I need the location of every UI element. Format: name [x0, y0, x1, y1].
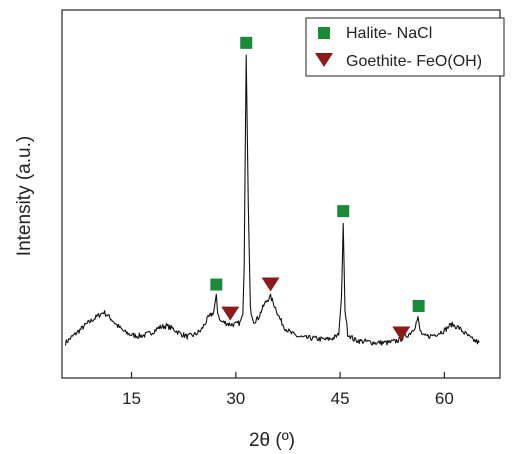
x-tick-label: 15 — [122, 389, 141, 408]
x-axis-title: 2θ (º) — [249, 430, 295, 451]
halite-marker — [412, 299, 425, 312]
y-axis-title: Intensity (a.u.) — [14, 136, 35, 256]
series-line — [64, 54, 480, 346]
x-tick-label: 60 — [435, 389, 454, 408]
halite-marker — [240, 36, 253, 49]
legend-label-halite: Halite- NaCl — [346, 25, 432, 42]
plot-frame — [61, 9, 501, 379]
legend-goethite-triangle-icon — [315, 53, 333, 67]
x-axis-ticks — [130, 372, 445, 378]
legend-halite-square-icon — [318, 27, 330, 39]
legend-label-goethite: Goethite- FeO(OH) — [346, 53, 482, 70]
goethite-marker — [392, 326, 411, 341]
marker-layer — [210, 36, 425, 341]
legend-box — [305, 17, 505, 77]
x-tick-label: 45 — [331, 389, 350, 408]
goethite-marker — [221, 306, 240, 321]
halite-marker — [210, 278, 223, 291]
x-axis-tick-labels: 15 30 45 60 — [122, 389, 454, 408]
goethite-marker — [261, 277, 280, 292]
halite-marker — [337, 205, 350, 218]
legend: Halite- NaCl Goethite- FeO(OH) — [305, 17, 505, 77]
x-tick-label: 30 — [226, 389, 245, 408]
